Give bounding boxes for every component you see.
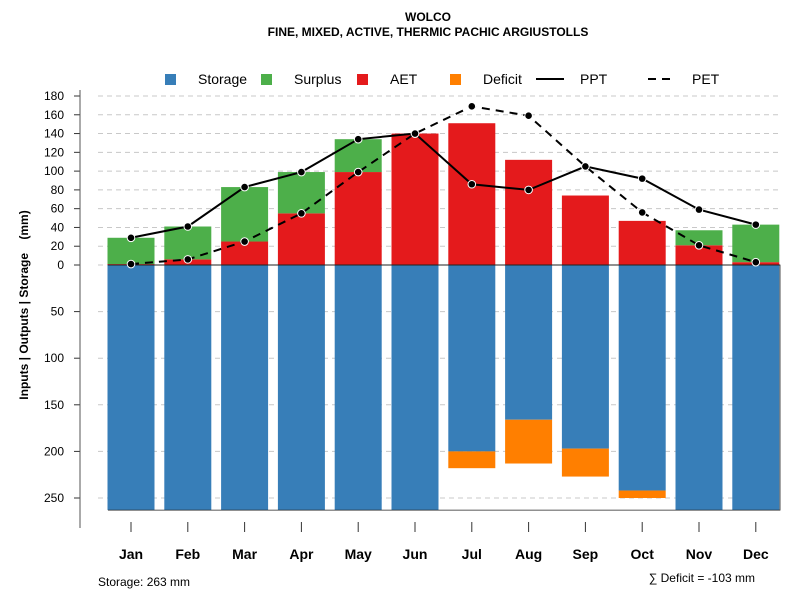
- pet-point: [240, 237, 249, 246]
- storage-outline: [108, 264, 781, 511]
- surplus-bar: [107, 237, 155, 265]
- y-tick-label: 250: [44, 491, 64, 505]
- pet-point: [467, 102, 477, 111]
- y-tick-label: 20: [51, 239, 65, 253]
- x-tick-label: Jul: [462, 546, 482, 562]
- y-tick-label: 0: [57, 258, 64, 272]
- ppt-point: [353, 134, 363, 144]
- pet-point: [524, 111, 533, 121]
- y-tick-label: 100: [44, 164, 64, 178]
- y-tick-label: 140: [44, 127, 64, 141]
- x-tick-label: May: [345, 546, 372, 562]
- y-tick-label: 60: [51, 202, 65, 216]
- ppt-point: [183, 222, 193, 231]
- y-tick-label: 100: [44, 351, 64, 365]
- aet-bar: [391, 133, 439, 265]
- y-tick-label: 180: [44, 89, 64, 103]
- aet-bar: [448, 123, 496, 265]
- pet-point: [581, 162, 590, 171]
- pet-point: [751, 257, 761, 267]
- legend-swatch-aet: [357, 74, 368, 85]
- pet-point: [297, 209, 306, 218]
- legend-label: AET: [390, 71, 418, 87]
- aet-bar: [675, 245, 723, 265]
- storage-bar: [107, 265, 155, 511]
- deficit-bar: [561, 448, 609, 477]
- ppt-point: [637, 174, 647, 183]
- x-tick-label: Apr: [289, 546, 314, 562]
- storage-bar: [334, 265, 382, 511]
- deficit-bar: [618, 490, 666, 498]
- x-tick-label: Jan: [119, 546, 143, 562]
- storage-bar: [732, 265, 780, 511]
- aet-bar: [334, 172, 382, 265]
- x-tick-label: Jun: [403, 546, 428, 562]
- deficit-bar: [448, 451, 496, 469]
- surplus-bar: [277, 172, 325, 214]
- chart-title: WOLCO: [405, 10, 451, 24]
- pet-line: [130, 105, 757, 266]
- pet-point: [637, 208, 647, 217]
- legend-label: Surplus: [294, 71, 341, 87]
- aet-bar: [277, 213, 325, 265]
- y-tick-label: 120: [44, 145, 64, 159]
- ppt-line: [130, 132, 757, 239]
- y-tick-label: 40: [51, 220, 65, 234]
- x-tick-label: Aug: [515, 546, 542, 562]
- y-axis-label: Inputs | Outputs | Storage (mm): [17, 210, 31, 399]
- y-tick-label: 50: [51, 305, 65, 319]
- x-tick-label: Nov: [686, 546, 713, 562]
- x-tick-label: Sep: [573, 546, 599, 562]
- aet-bar: [221, 241, 269, 265]
- aet-bar: [618, 220, 666, 265]
- aet-bar: [505, 159, 553, 265]
- y-tick-label: 150: [44, 398, 64, 412]
- storage-bar: [164, 265, 212, 511]
- legend-label: Storage: [198, 71, 247, 87]
- legend-swatch-surplus: [261, 74, 272, 85]
- surplus-bar: [221, 187, 269, 242]
- chart-subtitle: FINE, MIXED, ACTIVE, THERMIC PACHIC ARGI…: [268, 25, 589, 39]
- ppt-point: [297, 167, 306, 177]
- legend-swatch-storage: [165, 74, 176, 85]
- x-tick-label: Oct: [631, 546, 655, 562]
- storage-bar: [448, 265, 496, 452]
- x-tick-label: Feb: [175, 546, 200, 562]
- legend-label: Deficit: [483, 71, 522, 87]
- ppt-point: [751, 220, 761, 229]
- deficit-bar: [505, 419, 553, 464]
- storage-bar: [561, 265, 609, 449]
- pet-point: [353, 167, 363, 177]
- storage-bar: [391, 265, 439, 511]
- storage-bar: [618, 265, 666, 491]
- y-tick-label: 200: [44, 444, 64, 458]
- pet-point: [410, 129, 420, 138]
- storage-bar: [505, 265, 553, 420]
- storage-bar: [221, 265, 269, 511]
- storage-bar: [277, 265, 325, 511]
- y-tick-label: 160: [44, 108, 64, 122]
- x-tick-label: Dec: [743, 546, 769, 562]
- pet-point: [694, 240, 704, 250]
- ppt-point: [524, 185, 533, 195]
- legend-label: PET: [692, 71, 720, 87]
- storage-bar: [675, 265, 723, 511]
- ppt-point: [126, 233, 136, 243]
- pet-point: [126, 259, 136, 269]
- ppt-point: [694, 205, 704, 214]
- footer-storage: Storage: 263 mm: [98, 575, 190, 589]
- legend-swatch-deficit: [450, 74, 461, 85]
- surplus-bar: [675, 230, 723, 246]
- surplus-bar: [732, 224, 780, 263]
- pet-point: [183, 255, 193, 264]
- footer-deficit: ∑ Deficit = -103 mm: [649, 571, 755, 585]
- y-tick-label: 80: [51, 183, 65, 197]
- ppt-point: [467, 179, 477, 189]
- x-tick-label: Mar: [232, 546, 257, 562]
- surplus-bar: [334, 139, 382, 173]
- aet-bar: [561, 195, 609, 265]
- legend-label: PPT: [580, 71, 608, 87]
- ppt-point: [240, 182, 249, 192]
